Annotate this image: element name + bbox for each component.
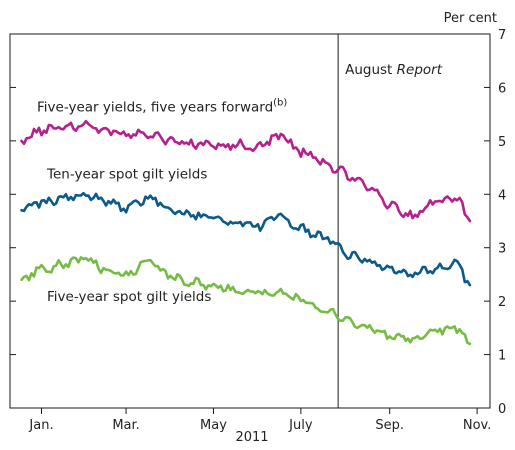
- series-line-2: [20, 191, 472, 287]
- x-axis-ticks: Jan. Mar. May July Sep. Nov.: [28, 408, 491, 433]
- august-report-annotation: August Report: [337, 34, 443, 408]
- x-tick-label: May: [200, 418, 227, 433]
- y-tick-label: 1: [498, 349, 506, 364]
- series-line-1: [20, 119, 472, 223]
- series-label-footnote: (b): [273, 97, 287, 108]
- y-tick-label: 0: [498, 402, 506, 417]
- y-axis-unit-label: Per cent: [444, 11, 497, 26]
- series-label-1: Five-year yields, five years forward(b): [37, 97, 287, 115]
- y-tick-label: 3: [498, 242, 506, 257]
- series-label-text: Five-year yields, five years forward: [37, 99, 273, 115]
- series-label-text: Five-year spot gilt yields: [47, 289, 211, 305]
- y-tick-label: 2: [498, 295, 506, 310]
- y-tick-label: 6: [498, 81, 506, 96]
- series-labels: Five-year yields, five years forward(b) T…: [37, 97, 287, 305]
- august-report-label-italic: Report: [397, 62, 443, 78]
- x-tick-label: Mar.: [112, 418, 139, 433]
- series-label-3: Five-year spot gilt yields: [47, 289, 211, 305]
- plot-area: August Report Jan. Mar. May July Sep. Nov. 0 1…: [9, 28, 506, 433]
- series-label-2: Ten-year spot gilt yields: [46, 166, 207, 182]
- y-tick-label: 5: [498, 135, 506, 150]
- series-lines: [20, 119, 472, 346]
- y-tick-label: 7: [498, 28, 506, 43]
- series-line-3: [20, 256, 472, 346]
- x-tick-label: Jan.: [28, 418, 53, 433]
- series-label-text: Ten-year spot gilt yields: [46, 166, 207, 182]
- x-tick-label: Nov.: [463, 418, 492, 433]
- plot-frame: [9, 33, 491, 409]
- x-tick-label: Sep.: [375, 418, 404, 433]
- august-report-label-plain: August: [345, 62, 397, 78]
- x-tick-label: July: [288, 418, 313, 433]
- y-tick-label: 4: [498, 188, 506, 203]
- august-report-label: August Report: [345, 62, 443, 78]
- y-axis-ticks: 0 1 2 3 4 5 6 7: [10, 28, 506, 417]
- x-axis-year-label: 2011: [235, 430, 268, 445]
